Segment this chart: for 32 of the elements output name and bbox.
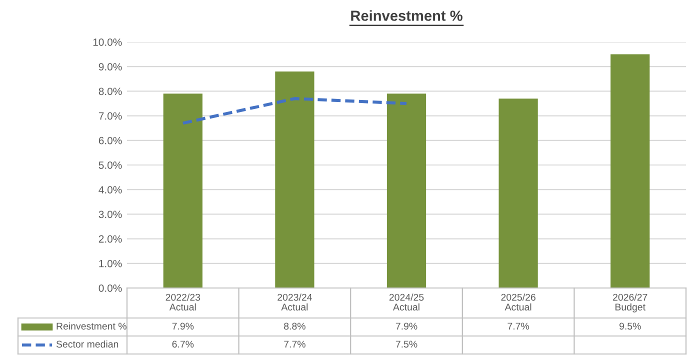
data-label: 7.5% — [396, 340, 418, 348]
bar — [498, 98, 538, 288]
y-tick-label: 4.0% — [98, 186, 122, 194]
bar — [610, 54, 650, 288]
legend-label: Sector median — [56, 340, 118, 348]
data-label: 6.7% — [172, 340, 194, 348]
y-tick-label: 2.0% — [98, 235, 122, 243]
x-tick-label: 2023/24 Actual — [278, 294, 312, 310]
x-tick-label: 2025/26 Actual — [501, 294, 536, 310]
y-tick-label: 5.0% — [98, 162, 122, 169]
x-tick-label: 2026/27 Budget — [613, 294, 648, 312]
bar — [386, 94, 426, 288]
data-label: 9.5% — [619, 322, 641, 330]
y-tick-label: 6.0% — [98, 136, 122, 144]
y-tick-label: 8.0% — [98, 88, 122, 96]
y-tick-label: 7.0% — [98, 112, 122, 120]
data-label: 7.9% — [396, 322, 418, 330]
data-label: 8.8% — [284, 322, 306, 330]
chart-title: Reinvestment % — [351, 10, 462, 21]
data-label: 7.7% — [508, 322, 530, 330]
x-tick-label: 2022/23 Actual — [166, 294, 200, 310]
x-tick-label: 2024/25 Actual — [389, 294, 424, 310]
y-tick-label: 0.0% — [98, 284, 122, 292]
bar — [163, 94, 202, 288]
y-tick-label: 10.0% — [93, 38, 122, 46]
y-tick-label: 1.0% — [99, 260, 122, 268]
legend-label: Reinvestment % — [56, 322, 126, 330]
y-tick-label: 3.0% — [98, 210, 122, 218]
data-label: 7.7% — [284, 340, 306, 348]
bar — [275, 72, 314, 288]
data-label: 7.9% — [172, 322, 194, 330]
y-tick-label: 9.0% — [98, 63, 122, 70]
